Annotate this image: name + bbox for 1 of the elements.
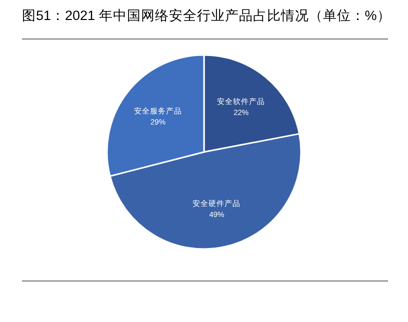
title: 图51：2021 年中国网络安全行业产品占比情况（单位：%） [22, 8, 391, 23]
